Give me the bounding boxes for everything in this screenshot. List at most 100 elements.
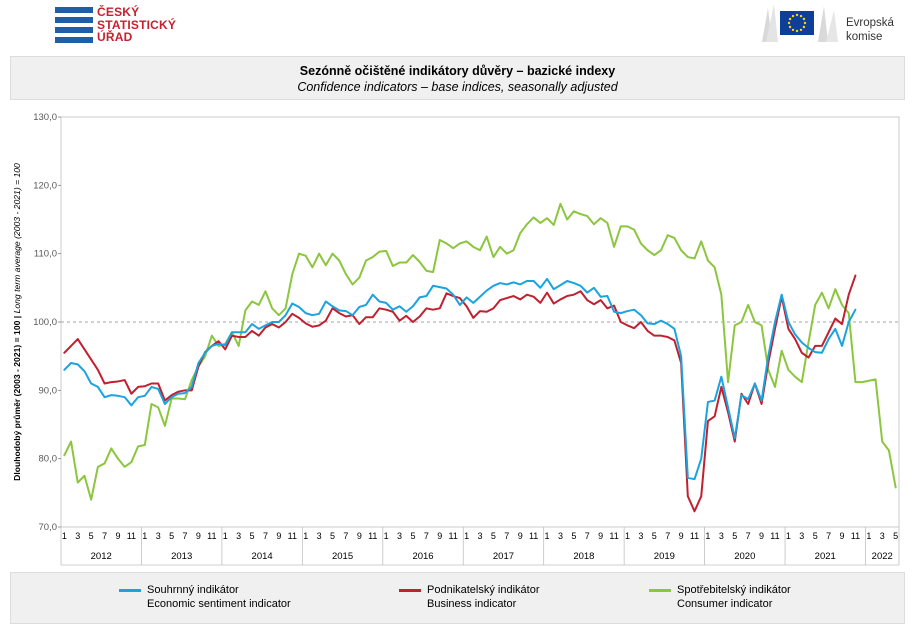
x-month-label: 1: [786, 531, 791, 541]
y-axis-label-italic: Long term average (2003 - 2021) = 100: [12, 163, 22, 313]
x-month-label: 3: [880, 531, 885, 541]
x-month-label: 5: [732, 531, 737, 541]
ec-logo-line: komise: [846, 31, 883, 43]
x-month-label: 5: [652, 531, 657, 541]
legend-label-en: Consumer indicator: [677, 598, 773, 610]
czso-logo-line: ÚŘAD: [97, 30, 133, 44]
x-month-label: 1: [142, 531, 147, 541]
legend-swatch-business: [399, 589, 421, 592]
x-month-label: 11: [207, 531, 216, 541]
x-month-label: 11: [529, 531, 538, 541]
x-month-label: 5: [571, 531, 576, 541]
ec-logo-line: Evropská: [846, 17, 894, 29]
y-axis-label: Dlouhodobý průměr (2003 - 2021) = 100 | …: [12, 163, 22, 481]
x-month-label: 11: [127, 531, 136, 541]
x-year-label: 2022: [872, 551, 893, 562]
x-month-label: 7: [183, 531, 188, 541]
y-tick-label: 80,0: [39, 454, 58, 465]
x-month-label: 3: [638, 531, 643, 541]
series-line-economic: [63, 277, 857, 481]
legend-swatch-consumer: [649, 589, 671, 592]
x-month-label: 5: [410, 531, 415, 541]
czso-logo: ČESKÝ STATISTICKÝ ÚŘAD: [55, 6, 185, 44]
series-line-consumer: [63, 202, 897, 501]
x-month-label: 9: [437, 531, 442, 541]
x-month-label: 9: [196, 531, 201, 541]
x-month-label: 1: [866, 531, 871, 541]
x-month-label: 9: [276, 531, 281, 541]
x-month-label: 3: [317, 531, 322, 541]
chart-title: Sezónně očištěné indikátory důvěry – baz…: [299, 64, 616, 78]
x-month-label: 5: [330, 531, 335, 541]
x-month-label: 3: [75, 531, 80, 541]
legend-label-cz: Podnikatelský indikátor: [427, 584, 540, 596]
european-commission-text: Evropská komise: [846, 16, 894, 44]
czso-logo-text: ČESKÝ STATISTICKÝ ÚŘAD: [97, 6, 187, 44]
x-month-label: 1: [545, 531, 550, 541]
x-year-label: 2012: [91, 551, 112, 562]
line-chart: 70,0 80,0 90,0 100,0 110,0 120,0 130,0 Dlouhodo…: [12, 112, 900, 566]
x-year-label: 2013: [171, 551, 192, 562]
y-axis-label-main: Dlouhodobý průměr (2003 - 2021) = 100 |: [12, 313, 22, 480]
x-month-label: 1: [464, 531, 469, 541]
y-tick-label: 120,0: [33, 180, 57, 191]
x-month-label: 7: [102, 531, 107, 541]
x-month-label: 7: [826, 531, 831, 541]
x-year-label: 2020: [734, 551, 755, 562]
eu-flag-icon: [762, 4, 838, 42]
x-year-label: 2015: [332, 551, 353, 562]
x-year-label: 2016: [412, 551, 433, 562]
x-month-label: 5: [250, 531, 255, 541]
legend-label-en: Economic sentiment indicator: [147, 598, 291, 610]
x-month-label: 7: [424, 531, 429, 541]
x-month-label: 9: [115, 531, 120, 541]
x-month-label: 7: [746, 531, 751, 541]
x-month-label: 11: [449, 531, 458, 541]
czso-logo-line: STATISTICKÝ: [97, 17, 177, 32]
x-month-label: 1: [62, 531, 67, 541]
czso-bars-icon: [55, 7, 93, 43]
x-month-label: 5: [813, 531, 818, 541]
x-month-label: 1: [384, 531, 389, 541]
x-month-label: 3: [799, 531, 804, 541]
chart-subtitle: Confidence indicators – base indices, se…: [297, 80, 618, 94]
plot-area: [60, 116, 900, 528]
x-month-label: 9: [357, 531, 362, 541]
x-month-label: 5: [89, 531, 94, 541]
x-month-label: 3: [719, 531, 724, 541]
x-month-label: 3: [397, 531, 402, 541]
page-header: ČESKÝ STATISTICKÝ ÚŘAD Evropská komise: [0, 0, 915, 50]
y-tick-label: 110,0: [34, 249, 57, 260]
x-month-label: 11: [609, 531, 618, 541]
x-month-label: 3: [236, 531, 241, 541]
x-month-label: 1: [223, 531, 228, 541]
x-month-label: 9: [598, 531, 603, 541]
chart-title-box: Sezónně očištěné indikátory důvěry – baz…: [10, 56, 905, 100]
x-month-label: 3: [558, 531, 563, 541]
x-month-label: 11: [368, 531, 377, 541]
x-month-label: 7: [504, 531, 509, 541]
x-month-label: 1: [625, 531, 630, 541]
x-month-label: 11: [690, 531, 699, 541]
x-month-label: 7: [665, 531, 670, 541]
y-tick-label: 130,0: [33, 112, 57, 123]
x-month-label: 11: [288, 531, 297, 541]
x-month-label: 7: [585, 531, 590, 541]
chart-legend: Souhrnný indikátor Economic sentiment in…: [10, 572, 905, 624]
czso-logo-line: ČESKÝ: [97, 5, 140, 19]
x-year-label: 2021: [815, 551, 836, 562]
x-month-label: 7: [343, 531, 348, 541]
legend-label-cz: Spotřebitelský indikátor: [677, 584, 791, 596]
x-month-label: 5: [491, 531, 496, 541]
y-tick-label: 70,0: [39, 522, 58, 533]
legend-label-cz: Souhrnný indikátor: [147, 584, 239, 596]
x-month-label: 11: [770, 531, 779, 541]
x-year-label: 2014: [252, 551, 273, 562]
x-month-label: 1: [303, 531, 308, 541]
y-tick-label: 100,0: [33, 317, 57, 328]
x-month-label: 5: [169, 531, 174, 541]
x-month-label: 1: [705, 531, 710, 541]
x-year-label: 2018: [573, 551, 594, 562]
european-commission-logo: Evropská komise: [760, 2, 910, 46]
x-month-label: 9: [679, 531, 684, 541]
